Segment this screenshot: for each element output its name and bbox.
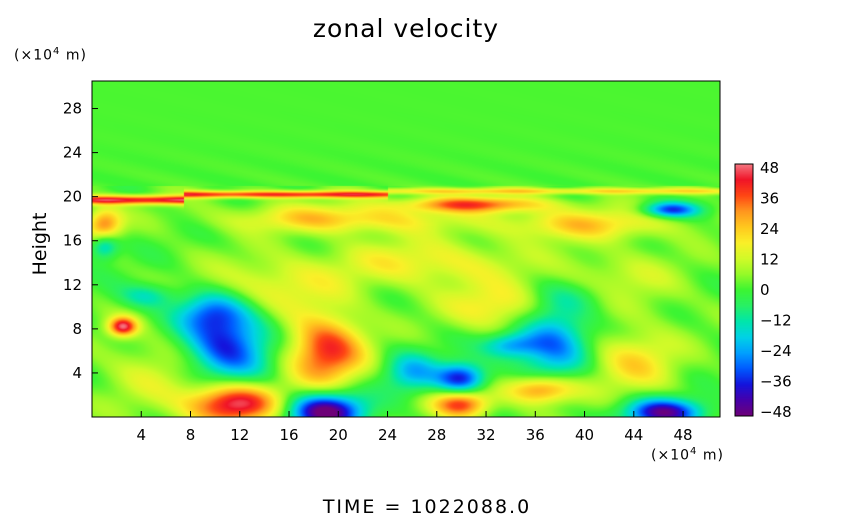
y-tick-label: 16 [63,232,82,250]
x-tick-label: 32 [476,426,495,444]
x-tick-label: 20 [329,426,348,444]
colorbar-border [734,163,754,417]
time-label: TIME [322,496,377,518]
y-tick-label: 24 [63,144,82,162]
x-tick-label: 12 [230,426,249,444]
y-axis-unit: (×104 m) [14,46,87,64]
y-tick-label: 4 [72,364,82,382]
colorbar-gradient [735,164,753,416]
x-tick-label: 28 [427,426,446,444]
time-readout: TIME = 1022088.0 [0,496,854,518]
x-axis: 4 8 12 16 20 24 28 32 36 40 44 48 [136,411,693,444]
x-tick-label: 4 [136,426,146,444]
y-axis: 4 8 12 16 20 24 28 [63,100,98,382]
chart-title: zonal velocity [312,14,500,43]
x-tick-label: 36 [526,426,545,444]
time-equals: = [384,496,403,518]
x-tick-label: 16 [279,426,298,444]
colorbar-tick-label: 48 [760,159,779,177]
colorbar-tick-label: −12 [760,312,792,330]
x-axis-unit: (×104 m) [651,446,724,464]
colorbar-tick-label: 36 [760,190,779,208]
x-tick-label: 24 [378,426,397,444]
heatmap-field [92,81,720,417]
x-tick-label: 44 [624,426,643,444]
colorbar-labels: 48 36 24 12 0 −12 −24 −36 −48 [760,159,792,421]
colorbar-tick-label: 12 [760,251,779,269]
x-tick-label: 8 [186,426,196,444]
plot-border [91,80,721,418]
colorbar-tick-label: 0 [760,281,770,299]
colorbar-tick-label: −24 [760,342,792,360]
x-tick-label: 48 [674,426,693,444]
colorbar-tick-label: −48 [760,403,792,421]
y-tick-label: 20 [63,188,82,206]
time-value: 1022088.0 [410,496,532,518]
y-tick-label: 28 [63,100,82,118]
y-tick-label: 8 [72,320,82,338]
colorbar-tick-label: −36 [760,373,792,391]
colorbar-tick-label: 24 [760,220,779,238]
x-tick-label: 40 [575,426,594,444]
y-tick-label: 12 [63,276,82,294]
